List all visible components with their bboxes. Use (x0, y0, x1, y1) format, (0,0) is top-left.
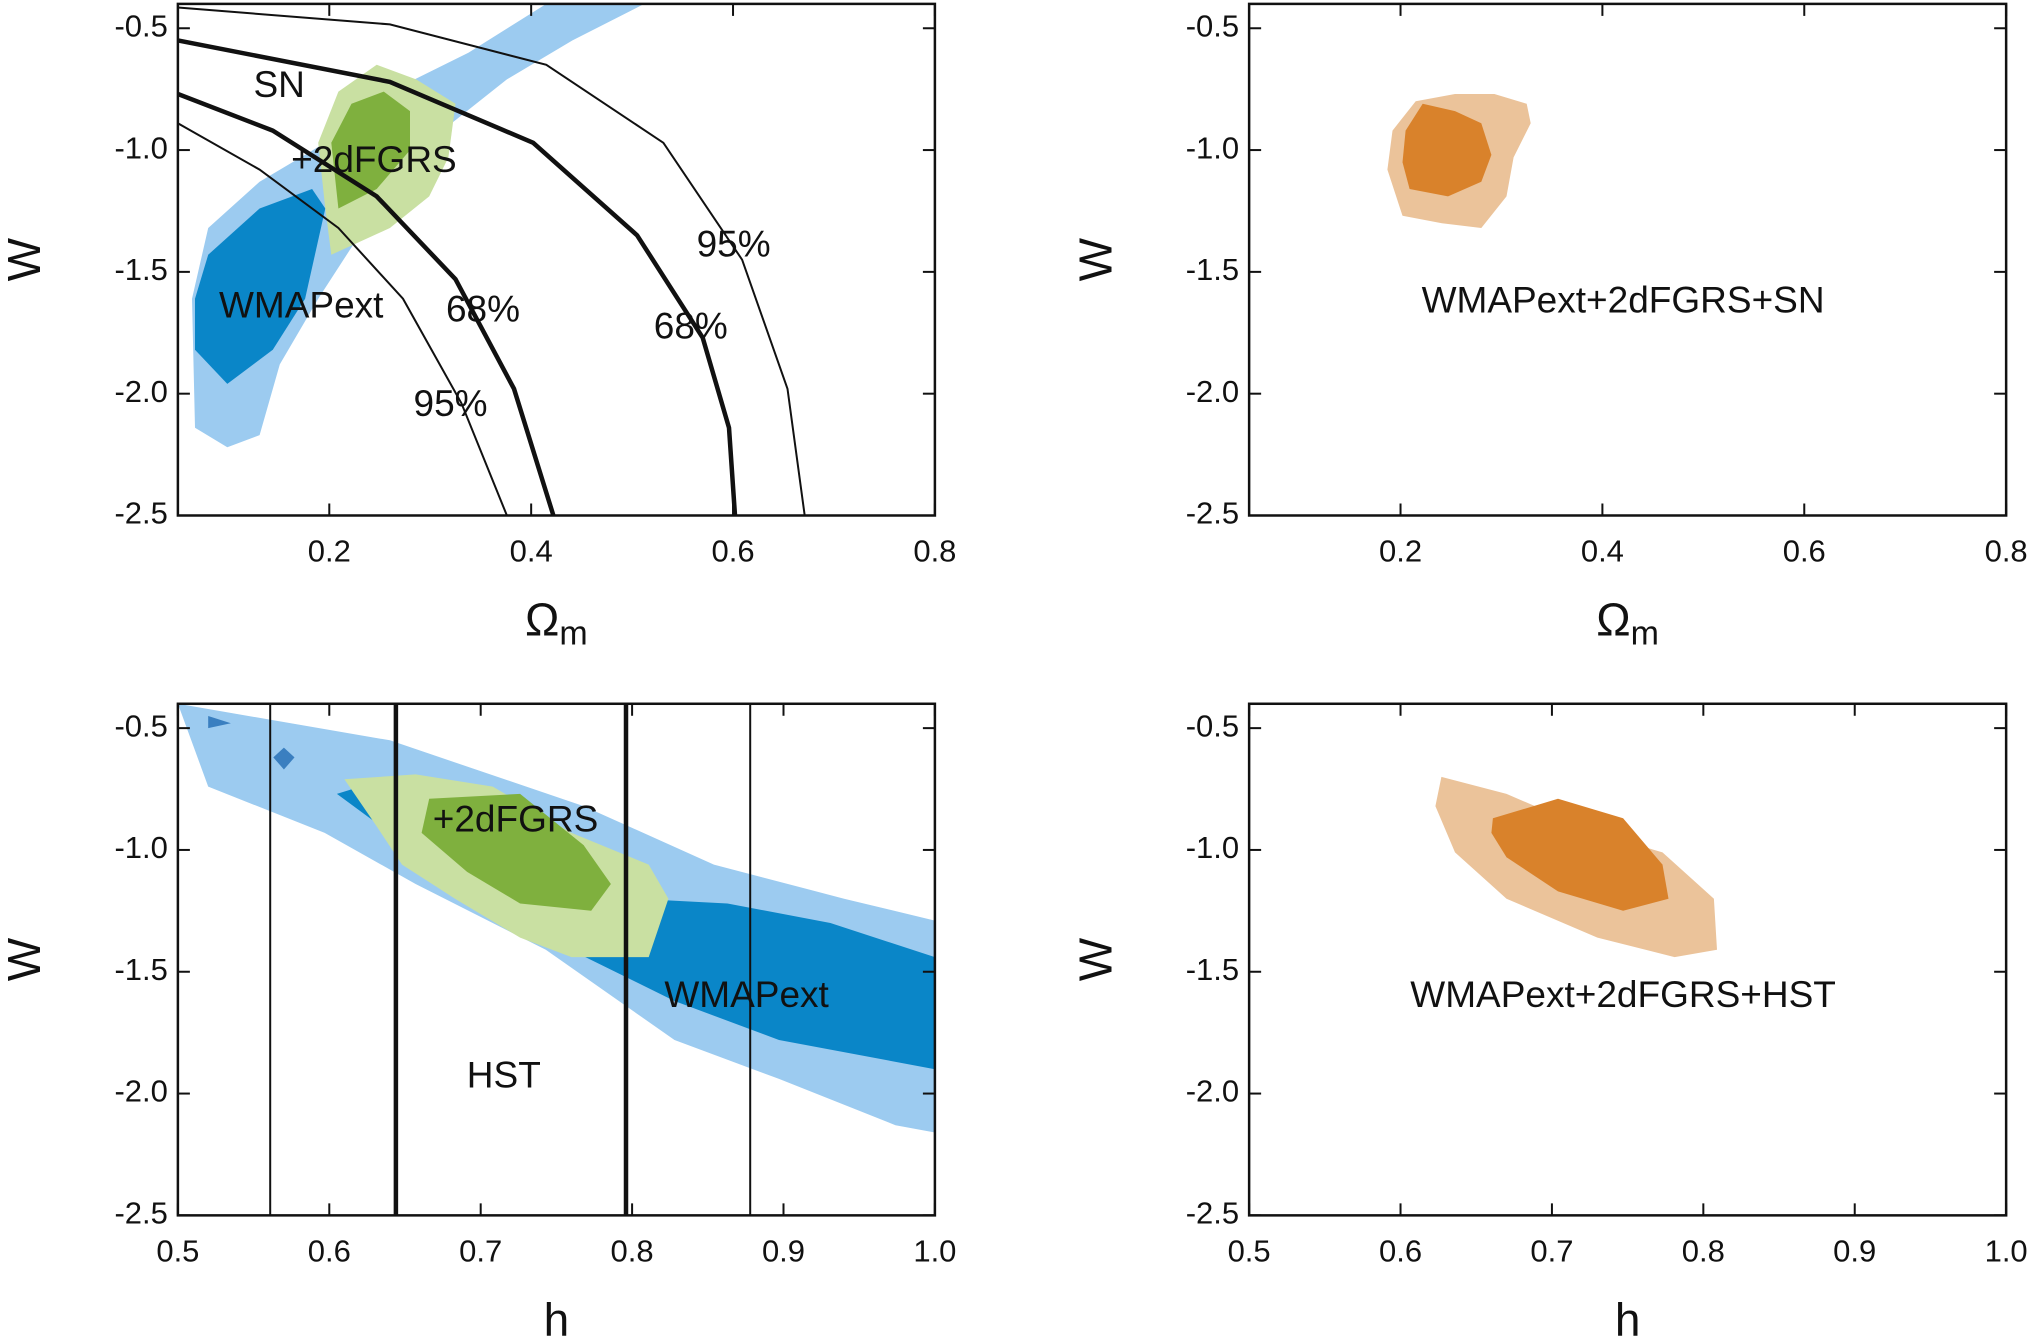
y-tick-label: -1.0 (114, 130, 167, 165)
annotation: 68% (654, 305, 728, 346)
constraint-line (177, 91, 556, 516)
y-axis-label: W (0, 237, 50, 281)
plot-area (1387, 94, 1531, 228)
plot-frame (176, 2, 937, 517)
y-tick-label: -0.5 (114, 708, 167, 743)
y-tick-label: -1.5 (114, 252, 167, 287)
y-tick-label: -0.5 (114, 8, 167, 43)
contour-region (421, 793, 611, 911)
y-tick-label: -0.5 (1186, 708, 1239, 743)
annotation: 95% (414, 383, 488, 424)
x-tick-label: 0.7 (459, 1234, 502, 1269)
plot-area (177, 3, 806, 516)
y-tick-label: -0.5 (1186, 8, 1239, 43)
annotation: +2dFGRS (291, 139, 457, 180)
plot-area (177, 703, 935, 1216)
y-tick-label: -2.5 (114, 1196, 167, 1231)
y-tick-label: -2.5 (114, 496, 167, 531)
x-tick-label: 0.6 (308, 1234, 351, 1269)
x-tick-label: 0.7 (1530, 1234, 1573, 1269)
x-axis-label: Ωm (525, 594, 588, 653)
x-tick-label: 0.4 (510, 534, 553, 569)
x-tick-label: 0.6 (1783, 534, 1826, 569)
x-tick-label: 0.6 (1379, 1234, 1422, 1269)
y-tick-label: -1.5 (1186, 252, 1239, 287)
x-axis-label: h (1615, 1294, 1641, 1342)
annotation: WMAPext (219, 285, 384, 326)
plot-area (1435, 776, 1717, 958)
y-tick-label: -2.5 (1186, 1196, 1239, 1231)
x-axis-label: Ωm (1596, 594, 1659, 653)
x-tick-label: 0.8 (1682, 1234, 1725, 1269)
x-axis-label-main: Ω (525, 594, 559, 646)
x-tick-label: 1.0 (1985, 1234, 2028, 1269)
x-tick-label: 0.5 (156, 1234, 199, 1269)
annotation: WMAPext+2dFGRS+SN (1422, 279, 1825, 320)
x-axis-label-main: h (1615, 1294, 1641, 1342)
x-tick-label: 0.8 (611, 1234, 654, 1269)
x-axis-label-main: h (544, 1294, 570, 1342)
y-tick-label: -1.0 (1186, 130, 1239, 165)
y-tick-label: -2.0 (114, 1074, 167, 1109)
annotation: 68% (446, 288, 520, 329)
y-axis-label: W (0, 937, 50, 981)
x-axis-label-main: Ω (1596, 594, 1630, 646)
x-tick-label: 0.2 (1379, 534, 1422, 569)
y-tick-label: -1.0 (114, 830, 167, 865)
x-axis-label-sub: m (1631, 614, 1659, 652)
annotation: SN (253, 64, 304, 105)
annotation: 95% (697, 223, 771, 264)
y-tick-label: -1.0 (1186, 830, 1239, 865)
x-tick-label: 0.4 (1581, 534, 1624, 569)
y-axis-label: W (1069, 237, 1121, 281)
x-tick-label: 0.5 (1228, 1234, 1271, 1269)
x-tick-label: 0.8 (913, 534, 956, 569)
contour-region (1402, 103, 1492, 197)
y-tick-label: -2.0 (1186, 374, 1239, 409)
annotation: +2dFGRS (433, 799, 599, 840)
annotation: HST (467, 1055, 541, 1096)
y-tick-label: -2.0 (114, 374, 167, 409)
plot-frame (1247, 2, 2008, 517)
x-tick-label: 0.6 (711, 534, 754, 569)
x-axis-label: h (544, 1294, 570, 1342)
x-tick-label: 0.9 (762, 1234, 805, 1269)
x-tick-label: 0.2 (308, 534, 351, 569)
constraint-line (177, 122, 508, 516)
y-axis-label: W (1069, 937, 1121, 981)
y-tick-label: -2.0 (1186, 1074, 1239, 1109)
contour-region (195, 189, 326, 384)
y-tick-label: -1.5 (1186, 952, 1239, 987)
y-tick-label: -1.5 (114, 952, 167, 987)
constraint-line (177, 38, 738, 516)
x-axis-label-sub: m (559, 614, 587, 652)
annotation: WMAPext (664, 974, 829, 1015)
contour-region (273, 747, 295, 770)
contour-region (1491, 798, 1669, 911)
y-tick-label: -2.5 (1186, 496, 1239, 531)
x-tick-label: 0.9 (1833, 1234, 1876, 1269)
x-tick-label: 1.0 (913, 1234, 956, 1269)
x-tick-label: 0.8 (1985, 534, 2028, 569)
annotation: WMAPext+2dFGRS+HST (1410, 974, 1836, 1015)
plot-frame (1247, 702, 2008, 1217)
contour-region (208, 716, 231, 729)
plot-frame (176, 702, 937, 1217)
constraint-line (177, 6, 806, 516)
